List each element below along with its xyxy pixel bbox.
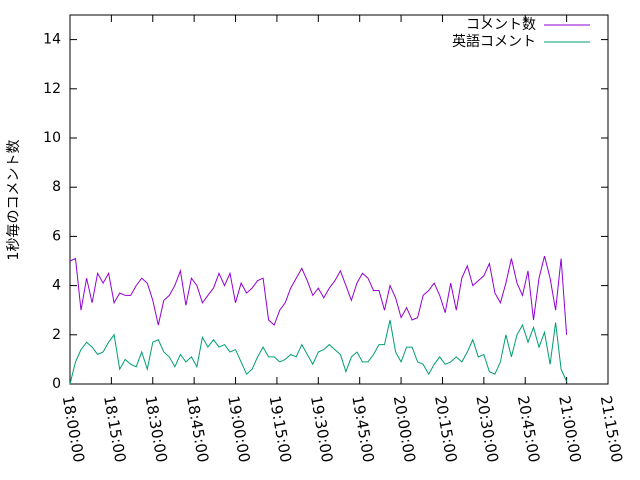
- legend-label: 英語コメント: [452, 33, 536, 50]
- x-tick-label: 21:15:00: [597, 394, 626, 463]
- x-tick-label: 21:00:00: [555, 394, 584, 463]
- x-tick-label: 20:45:00: [514, 394, 543, 463]
- series-line: [69, 319, 568, 385]
- y-tick-label: 2: [52, 327, 61, 343]
- y-tick-label: 4: [52, 278, 61, 294]
- legend-label: コメント数: [466, 17, 536, 33]
- y-tick-label: 0: [52, 376, 61, 392]
- x-tick-label: 18:45:00: [183, 394, 212, 463]
- y-tick-label: 14: [43, 32, 61, 48]
- y-axis-label: 1秒毎のコメント数: [6, 140, 22, 261]
- plot-border: [69, 14, 609, 385]
- x-tick-label: 20:30:00: [472, 394, 501, 463]
- series-line: [69, 255, 568, 335]
- x-tick-label: 19:45:00: [348, 394, 377, 463]
- x-tick-label: 20:15:00: [431, 394, 460, 463]
- x-tick-label: 18:00:00: [59, 394, 88, 463]
- x-tick-label: 19:30:00: [307, 394, 336, 463]
- x-tick-label: 18:30:00: [141, 394, 170, 463]
- y-tick-label: 10: [43, 130, 61, 146]
- y-tick-label: 12: [43, 81, 61, 97]
- x-tick-label: 20:00:00: [390, 394, 419, 463]
- x-tick-label: 18:15:00: [100, 394, 129, 463]
- y-tick-label: 6: [52, 228, 61, 244]
- x-tick-label: 19:15:00: [266, 394, 295, 463]
- y-tick-label: 8: [52, 179, 61, 195]
- x-tick-label: 19:00:00: [224, 394, 253, 463]
